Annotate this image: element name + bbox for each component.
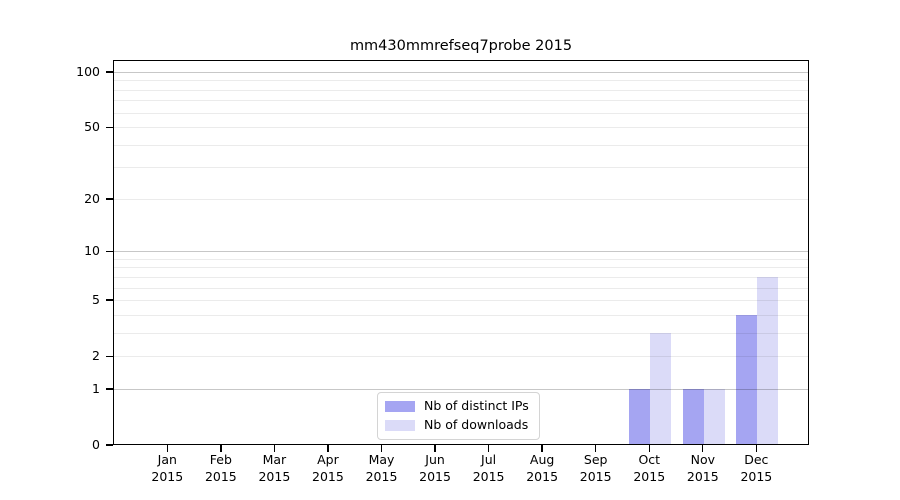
x-tick-label-year: 2015 [204,468,237,484]
y-tick-label-100: 100 [76,64,100,79]
x-tick-label-year: 2015 [365,468,398,484]
minor-gridline-9 [114,258,808,260]
minor-gridline-90 [114,80,808,82]
legend-label-distinct-ips: Nb of distinct IPs [424,398,529,413]
x-tick-label-month: May [368,452,395,467]
x-tick-label-aug-2015: Aug 2015 [497,452,587,485]
minor-gridline-3 [114,332,808,334]
x-tick-nov-2015 [702,445,704,452]
x-tick-label-apr-2015: Apr 2015 [283,452,373,485]
minor-gridline-60 [114,112,808,114]
y-tick-label-20: 20 [84,190,100,206]
y-tick-label-50: 50 [84,119,100,135]
bar-nb-of-downloads-nov-2015 [703,388,725,444]
y-tick-label-1: 1 [92,380,100,396]
x-tick-label-year: 2015 [686,468,719,484]
x-tick-label-year: 2015 [579,468,612,484]
legend-label-downloads: Nb of downloads [424,417,529,432]
x-tick-label-year: 2015 [312,468,344,484]
y-tick-50 [106,126,113,128]
major-gridline-10 [114,251,808,253]
x-tick-may-2015 [380,445,383,452]
y-tick-1 [106,388,113,390]
x-tick-label-month: Apr [317,452,339,467]
y-tick-label-0: 0 [92,437,100,452]
bar-nb-of-distinct-ips-nov-2015 [682,388,704,444]
minor-gridline-6 [114,287,808,289]
bar-nb-of-downloads-dec-2015 [757,276,779,444]
x-tick-label-month: Jun [425,452,445,467]
minor-gridline-5 [114,300,808,302]
x-tick-jun-2015 [434,445,436,452]
x-tick-label-month: Nov [690,452,715,467]
x-tick-label-month: Jan [157,452,177,467]
minor-gridline-20 [114,198,808,200]
minor-gridline-4 [114,314,808,316]
legend: Nb of distinct IPs Nb of downloads [377,392,540,440]
plot-area: Nb of distinct IPs Nb of downloads [113,60,809,445]
y-tick-label-2: 2 [92,348,100,364]
x-tick-label-month: Dec [744,452,769,467]
legend-entry-downloads: Nb of downloads [385,417,529,433]
x-tick-label-year: 2015 [419,468,451,484]
x-tick-label-jul-2015: Jul 2015 [444,452,534,485]
x-tick-label-month: Mar [262,452,287,467]
legend-entry-distinct-ips: Nb of distinct IPs [385,398,529,414]
y-tick-label-10: 10 [84,243,100,259]
chart-title: mm430mmrefseq7probe 2015 [349,38,573,54]
x-tick-label-year: 2015 [633,468,666,484]
x-tick-label-month: Feb [209,452,232,467]
x-tick-label-year: 2015 [151,468,184,484]
x-tick-sep-2015 [595,445,597,452]
x-tick-label-year: 2015 [740,468,773,484]
x-tick-feb-2015 [220,445,222,452]
x-tick-label-jan-2015: Jan 2015 [122,452,212,485]
y-tick-2 [106,355,113,357]
minor-gridline-40 [114,144,808,146]
x-tick-apr-2015 [327,445,329,452]
minor-gridline-80 [114,89,808,91]
legend-swatch-downloads [385,419,415,431]
x-tick-jan-2015 [166,445,168,452]
x-tick-label-mar-2015: Mar 2015 [229,452,319,485]
minor-gridline-30 [114,167,808,169]
minor-gridline-50 [114,127,808,129]
minor-gridline-70 [114,100,808,102]
x-tick-label-year: 2015 [526,468,559,484]
x-tick-label-nov-2015: Nov 2015 [658,452,748,485]
x-tick-label-month: Sep [583,452,608,467]
x-tick-label-month: Oct [638,452,661,467]
y-tick-20 [106,198,113,200]
x-tick-label-dec-2015: Dec 2015 [711,452,801,485]
y-tick-5 [106,299,113,301]
y-tick-0 [106,444,113,446]
x-tick-label-jun-2015: Jun 2015 [390,452,480,485]
x-tick-aug-2015 [541,445,543,452]
y-tick-100 [106,71,113,73]
legend-swatch-distinct-ips [385,400,415,412]
y-tick-label-5: 5 [92,292,100,308]
x-tick-dec-2015 [755,445,758,452]
x-tick-oct-2015 [648,445,650,452]
bar-nb-of-distinct-ips-oct-2015 [629,388,651,444]
x-tick-label-feb-2015: Feb 2015 [176,452,266,485]
y-tick-10 [106,250,113,252]
x-tick-label-oct-2015: Oct 2015 [604,452,694,485]
x-tick-mar-2015 [273,445,276,452]
minor-gridline-8 [114,267,808,269]
x-tick-label-year: 2015 [258,468,291,484]
bar-nb-of-distinct-ips-dec-2015 [736,314,758,444]
minor-gridline-7 [114,276,808,278]
x-tick-label-sep-2015: Sep 2015 [551,452,641,485]
minor-gridline-2 [114,356,808,358]
bar-nb-of-downloads-oct-2015 [650,332,672,444]
x-tick-label-may-2015: May 2015 [337,452,427,485]
x-tick-label-year: 2015 [472,468,505,484]
major-gridline-1 [114,388,808,390]
x-tick-label-month: Aug [529,452,555,467]
x-tick-label-month: Jul [481,452,497,467]
x-tick-jul-2015 [487,445,490,452]
major-gridline-100 [114,72,808,73]
